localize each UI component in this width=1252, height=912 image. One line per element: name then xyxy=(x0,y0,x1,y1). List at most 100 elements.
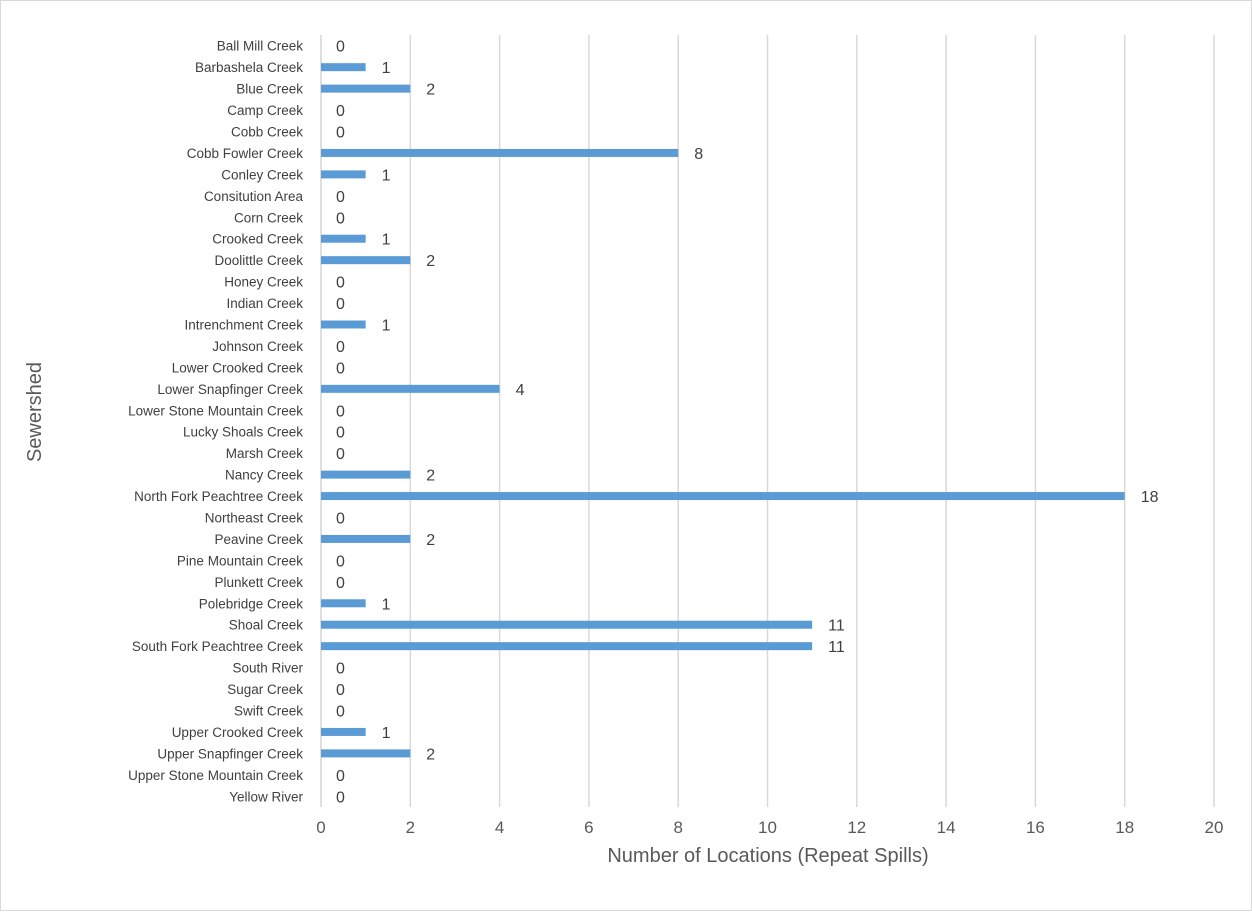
x-tick-labels: 0 2 4 6 8 10 12 14 16 18 20 xyxy=(316,818,1223,837)
data-label: 11 xyxy=(828,618,845,635)
category-label: Upper Snapfinger Creek xyxy=(157,746,303,761)
data-label: 0 xyxy=(336,210,345,227)
data-label: 0 xyxy=(336,575,345,592)
data-label: 2 xyxy=(426,746,435,763)
category-label: Intrenchment Creek xyxy=(184,318,303,333)
bar xyxy=(321,642,813,651)
data-label: 0 xyxy=(336,446,345,463)
category-label: Conley Creek xyxy=(221,167,303,182)
category-label: Northeast Creek xyxy=(205,511,304,526)
data-label: 0 xyxy=(336,661,345,678)
category-label: Peavine Creek xyxy=(214,532,303,547)
data-label: 1 xyxy=(382,60,391,77)
data-label: 0 xyxy=(336,682,345,699)
data-label: 0 xyxy=(336,296,345,313)
category-label: Swift Creek xyxy=(234,704,303,719)
category-label: Lower Crooked Creek xyxy=(172,360,304,375)
data-label: 0 xyxy=(336,189,345,206)
data-label: 0 xyxy=(336,103,345,120)
gridlines xyxy=(320,35,1215,807)
bar xyxy=(321,534,411,543)
category-label: Lower Stone Mountain Creek xyxy=(128,403,303,418)
category-label: Consitution Area xyxy=(204,189,304,204)
data-label: 0 xyxy=(336,704,345,721)
data-label: 1 xyxy=(382,596,391,613)
category-label: South River xyxy=(232,661,303,676)
data-label: 4 xyxy=(516,382,525,399)
x-tick-label: 8 xyxy=(673,818,682,837)
bar xyxy=(321,599,366,608)
data-label: 0 xyxy=(336,339,345,356)
category-label: Doolittle Creek xyxy=(214,253,303,268)
bar xyxy=(321,749,411,758)
data-label: 0 xyxy=(336,39,345,56)
data-label: 0 xyxy=(336,768,345,785)
category-label: Plunkett Creek xyxy=(214,575,303,590)
bar xyxy=(321,84,411,93)
bars xyxy=(321,63,1125,758)
x-tick-label: 0 xyxy=(316,818,325,837)
bar xyxy=(321,148,679,157)
data-label: 0 xyxy=(336,403,345,420)
category-label: Indian Creek xyxy=(226,296,303,311)
x-tick-label: 6 xyxy=(584,818,593,837)
category-label: Yellow River xyxy=(229,789,303,804)
bar xyxy=(321,492,1125,501)
category-label: Pine Mountain Creek xyxy=(177,553,303,568)
bar xyxy=(321,256,411,265)
bar xyxy=(321,384,500,393)
category-label: Johnson Creek xyxy=(212,339,303,354)
data-label: 0 xyxy=(336,789,345,806)
category-label: North Fork Peachtree Creek xyxy=(134,489,303,504)
x-axis-title: Number of Locations (Repeat Spills) xyxy=(607,845,928,867)
category-label: Nancy Creek xyxy=(225,468,303,483)
data-label: 2 xyxy=(426,532,435,549)
x-tick-label: 12 xyxy=(847,818,866,837)
category-label: Barbashela Creek xyxy=(195,60,303,75)
category-labels: Ball Mill Creek Barbashela Creek Blue Cree… xyxy=(128,39,303,805)
data-label: 18 xyxy=(1141,489,1159,506)
data-label: 0 xyxy=(336,125,345,142)
data-label: 0 xyxy=(336,275,345,292)
x-tick-label: 18 xyxy=(1115,818,1134,837)
bar xyxy=(321,320,366,329)
category-label: Camp Creek xyxy=(227,103,303,118)
bar xyxy=(321,470,411,479)
x-tick-label: 16 xyxy=(1026,818,1045,837)
bar xyxy=(321,170,366,179)
data-label: 1 xyxy=(382,232,391,249)
data-label: 0 xyxy=(336,511,345,528)
category-label: Cobb Fowler Creek xyxy=(187,146,304,161)
x-tick-label: 20 xyxy=(1205,818,1224,837)
data-label: 0 xyxy=(336,553,345,570)
data-label: 2 xyxy=(426,253,435,270)
category-label: Upper Stone Mountain Creek xyxy=(128,768,303,783)
data-label: 1 xyxy=(382,318,391,335)
x-tick-label: 2 xyxy=(406,818,415,837)
data-label: 1 xyxy=(382,167,391,184)
data-label: 2 xyxy=(426,82,435,99)
x-tick-label: 10 xyxy=(758,818,777,837)
category-label: Lower Snapfinger Creek xyxy=(157,382,303,397)
bar xyxy=(321,63,366,72)
category-label: Cobb Creek xyxy=(231,125,303,140)
category-label: Crooked Creek xyxy=(212,232,303,247)
x-tick-label: 4 xyxy=(495,818,504,837)
bar xyxy=(321,620,813,629)
bar xyxy=(321,234,366,243)
category-label: Honey Creek xyxy=(224,275,303,290)
data-label: 8 xyxy=(694,146,703,163)
data-label: 11 xyxy=(828,639,845,656)
bar xyxy=(321,727,366,736)
category-label: Shoal Creek xyxy=(229,618,304,633)
category-label: Upper Crooked Creek xyxy=(172,725,304,740)
data-label: 0 xyxy=(336,425,345,442)
category-label: Ball Mill Creek xyxy=(217,39,304,54)
category-label: Marsh Creek xyxy=(226,446,304,461)
category-label: South Fork Peachtree Creek xyxy=(132,639,303,654)
data-label: 1 xyxy=(382,725,391,742)
category-label: Lucky Shoals Creek xyxy=(183,425,303,440)
